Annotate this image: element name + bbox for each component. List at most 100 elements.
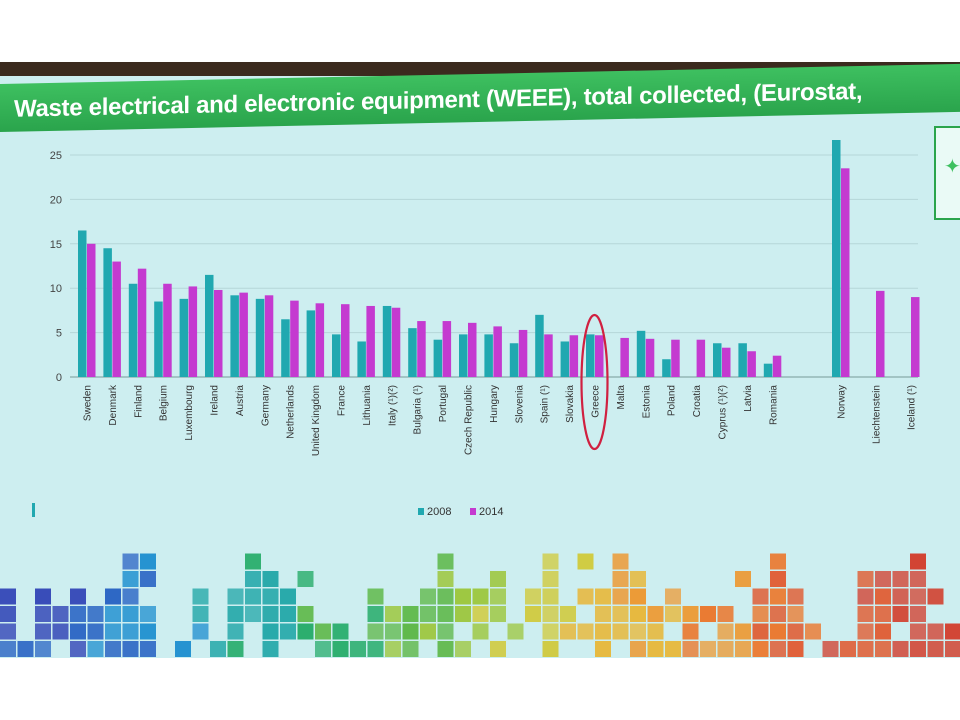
mosaic-tile <box>70 588 86 605</box>
mosaic-tile <box>437 571 454 587</box>
mosaic-tile <box>542 588 559 605</box>
mosaic-tile <box>857 571 874 587</box>
mosaic-tile <box>787 623 804 640</box>
mosaic-tile <box>472 623 489 640</box>
mosaic-tile <box>420 623 436 640</box>
legend-swatch-2008 <box>418 508 424 515</box>
y-tick-label: 20 <box>50 194 62 206</box>
mosaic-tile <box>35 606 51 622</box>
mosaic-tile <box>665 588 681 605</box>
x-tick-label: Netherlands <box>286 385 297 439</box>
mosaic-tile <box>262 571 279 587</box>
x-tick-label: Iceland (¹) <box>907 385 918 430</box>
x-tick-label: Denmark <box>108 384 119 426</box>
bar-2008 <box>408 328 417 377</box>
mosaic-tile <box>262 606 279 622</box>
bar-2014 <box>341 304 350 377</box>
mosaic-tile <box>122 571 139 587</box>
mosaic-tile <box>227 623 244 640</box>
highlight-ellipse <box>580 313 609 451</box>
mosaic-tile <box>402 623 419 640</box>
mosaic-tile <box>857 588 874 605</box>
mosaic-tile <box>455 641 471 657</box>
mosaic-tile <box>892 571 909 587</box>
mosaic-tile <box>420 588 436 605</box>
bar-2008 <box>636 330 646 377</box>
mosaic-tile <box>595 641 611 657</box>
x-tick-label: France <box>337 385 348 417</box>
bar-2008 <box>230 295 239 377</box>
mosaic-tile <box>367 606 384 622</box>
x-tick-label: Poland <box>667 385 678 416</box>
bar-2014 <box>391 307 401 377</box>
legend-swatch-2014 <box>470 508 476 515</box>
mosaic-tile <box>350 641 366 657</box>
mosaic-tile <box>70 606 86 622</box>
x-tick-label: Bulgaria (¹) <box>413 385 424 434</box>
mosaic-tile <box>612 623 629 640</box>
x-tick-label: Hungary <box>489 385 500 423</box>
mosaic-tile <box>297 571 314 587</box>
mosaic-tile <box>910 553 926 570</box>
mosaic-tile <box>297 606 314 622</box>
mosaic-tile <box>770 606 786 622</box>
bar-2014 <box>772 355 782 377</box>
mosaic-tile <box>770 641 786 657</box>
x-tick-label: Croatia <box>692 385 703 418</box>
mosaic-tile <box>945 641 960 657</box>
bar-2008 <box>586 334 595 377</box>
bar-2008 <box>357 341 366 377</box>
x-tick-label: Ireland <box>210 385 221 416</box>
mosaic-tile <box>927 623 944 640</box>
bar-2008 <box>205 274 214 377</box>
bar-2014 <box>315 303 325 377</box>
mosaic-tile <box>910 606 926 622</box>
mosaic-tile <box>437 641 454 657</box>
mosaic-tile <box>105 623 121 640</box>
mosaic-tile <box>595 606 611 622</box>
mosaic-tile <box>857 623 874 640</box>
x-tick-label: Italy (¹)(²) <box>387 385 398 426</box>
mosaic-tile <box>87 623 104 640</box>
mosaic-tile <box>630 571 646 587</box>
bar-2008 <box>128 283 138 377</box>
bar-2014 <box>620 337 629 377</box>
bar-2008 <box>306 310 316 377</box>
mosaic-tile <box>752 623 769 640</box>
mosaic-tile <box>0 641 16 657</box>
mosaic-tile <box>542 641 559 657</box>
mosaic-tile <box>595 623 611 640</box>
legend-label-2008: 2008 <box>427 506 451 518</box>
bar-2014 <box>417 321 426 377</box>
mosaic-tile <box>927 641 944 657</box>
mosaic-tile <box>227 606 244 622</box>
mosaic-tile <box>525 606 541 622</box>
x-tick-label: Greece <box>591 385 602 418</box>
mosaic-tile <box>385 606 401 622</box>
mosaic-tile <box>787 606 804 622</box>
eurostat-logo-fragment: ✦ <box>934 126 960 220</box>
mosaic-tile <box>542 553 559 570</box>
x-tick-label: Romania <box>768 385 779 425</box>
mosaic-tile <box>35 623 51 640</box>
mosaic-tile <box>752 641 769 657</box>
mosaic-tile <box>297 623 314 640</box>
bar-2014 <box>569 335 579 377</box>
mosaic-tile <box>560 623 576 640</box>
mosaic-tile <box>52 623 69 640</box>
mosaic-tile <box>0 588 16 605</box>
bar-2008 <box>103 248 112 377</box>
mosaic-tile <box>752 588 769 605</box>
bar-2008 <box>832 140 841 377</box>
mosaic-tile <box>507 623 524 640</box>
x-tick-label: Czech Republic <box>464 385 475 455</box>
mosaic-tile <box>682 606 699 622</box>
mosaic-tile <box>192 606 209 622</box>
mosaic-tile <box>315 623 331 640</box>
mosaic-tile <box>875 641 891 657</box>
x-tick-label: Lithuania <box>362 385 373 426</box>
mosaic-tile <box>70 641 86 657</box>
mosaic-tile <box>840 641 856 657</box>
x-tick-label: Slovakia <box>565 385 576 423</box>
bar-2014 <box>163 283 172 377</box>
